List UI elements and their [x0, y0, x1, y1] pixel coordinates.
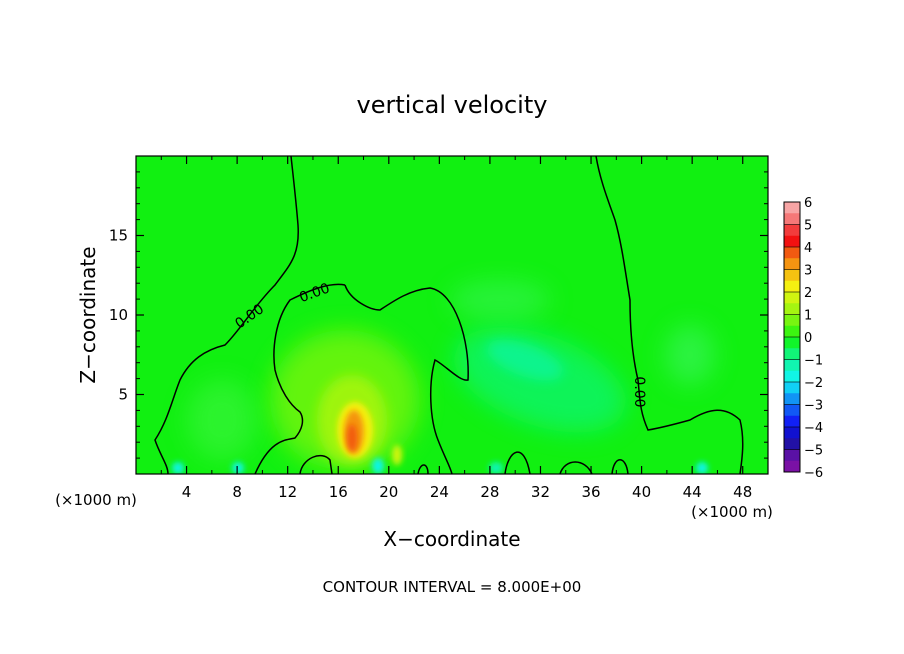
- colorbar-swatch: [784, 415, 800, 428]
- contour-line-right: [595, 156, 744, 474]
- colorbar-tick-label: −5: [804, 444, 823, 459]
- y-tick-label: 10: [109, 306, 128, 324]
- x-tick-label: 32: [531, 483, 550, 501]
- colorbar-tick-label: 0: [804, 331, 812, 346]
- colorbar-swatch: [784, 460, 800, 473]
- downdraft-spot-3: [372, 458, 384, 474]
- colorbar-tick-label: −6: [804, 466, 823, 481]
- colorbar-swatch: [784, 325, 800, 338]
- contour-line-bumps: [299, 451, 629, 474]
- downdraft-spot-1: [172, 462, 184, 474]
- colorbar-swatch: [784, 337, 800, 349]
- x-tick-label: 28: [480, 483, 499, 501]
- x-tick-label: 48: [733, 483, 752, 501]
- downdraft-spot-5: [696, 462, 708, 474]
- colorbar-tick-label: 2: [804, 286, 812, 301]
- x-tick-label: 24: [430, 483, 449, 501]
- colorbar-swatch: [784, 314, 800, 327]
- colorbar-swatch: [784, 258, 800, 270]
- colorbar-tick-label: −2: [804, 376, 823, 391]
- colorbar-swatch: [784, 359, 800, 372]
- colorbar-tick-label: 3: [804, 264, 812, 279]
- colorbar-swatch: [784, 280, 800, 293]
- colorbar-swatch: [784, 404, 800, 417]
- downdraft-spot-2: [232, 462, 244, 474]
- downdraft-spot-4: [489, 462, 503, 474]
- y-tick-label: 5: [118, 386, 128, 404]
- zero-contours: [154, 156, 744, 474]
- colorbar-swatch: [784, 202, 800, 214]
- plot-area: 0.00 0.00 0.00: [136, 156, 768, 474]
- colorbar-swatch: [784, 292, 800, 304]
- colorbar-swatch: [784, 269, 800, 282]
- x-unit-right: (×1000 m): [691, 503, 773, 521]
- updraft-secondary: [392, 445, 402, 465]
- colorbar-tick-label: −3: [804, 399, 823, 414]
- x-unit-left: (×1000 m): [55, 491, 137, 509]
- y-tick-label: 15: [109, 227, 128, 245]
- colorbar-tick-label: −1: [804, 354, 823, 369]
- colorbar: 6 5 4 3 2 1 0 −1 −2 −3 −4 −5 −6: [783, 196, 823, 481]
- colorbar-swatch: [784, 224, 800, 237]
- colorbar-swatch: [784, 427, 800, 439]
- colorbar-swatch: [784, 438, 800, 450]
- velocity-field: [172, 280, 715, 474]
- x-tick-label: 16: [329, 483, 348, 501]
- contour-line-inner: [344, 284, 469, 474]
- downdraft-region-core: [487, 339, 563, 381]
- x-axis-label: X−coordinate: [383, 527, 520, 551]
- x-tick-label: 20: [379, 483, 398, 501]
- updraft-core: [347, 424, 357, 452]
- contour-interval-footer: CONTOUR INTERVAL = 8.000E+00: [323, 578, 582, 596]
- colorbar-swatch: [784, 247, 800, 259]
- x-tick-label: 4: [182, 483, 192, 501]
- x-tick-label: 36: [581, 483, 600, 501]
- contour-label-3: 0.00: [631, 376, 647, 407]
- downdraft-region-upper: [450, 280, 550, 320]
- colorbar-tick-label: 6: [804, 196, 812, 211]
- x-tick-label: 12: [278, 483, 297, 501]
- x-tick-label: 8: [232, 483, 242, 501]
- chart-title: vertical velocity: [357, 91, 548, 119]
- colorbar-tick-label: 1: [804, 309, 812, 324]
- y-axis: 5 10 15: [109, 171, 768, 459]
- colorbar-swatch: [784, 348, 800, 360]
- x-axis: 4 8 12 16 20 24 28 32 36 40 44 48: [160, 156, 752, 501]
- colorbar-swatch: [784, 235, 800, 248]
- contour-line-left: [154, 156, 299, 474]
- colorbar-tick-label: 4: [804, 241, 812, 256]
- colorbar-swatch: [784, 370, 800, 383]
- colorbar-swatch: [784, 213, 800, 225]
- x-tick-label: 40: [632, 483, 651, 501]
- updraft-right-lobe: [665, 325, 715, 385]
- colorbar-swatch: [784, 393, 800, 405]
- x-tick-label: 44: [683, 483, 702, 501]
- contour-line-loop: [254, 283, 346, 474]
- colorbar-tick-label: 5: [804, 219, 812, 234]
- colorbar-tick-label: −4: [804, 421, 823, 436]
- colorbar-swatch: [784, 382, 800, 394]
- colorbar-swatch: [784, 449, 800, 462]
- updraft-left-lobe: [187, 380, 257, 460]
- y-axis-label: Z−coordinate: [76, 246, 100, 383]
- colorbar-swatch: [784, 303, 800, 315]
